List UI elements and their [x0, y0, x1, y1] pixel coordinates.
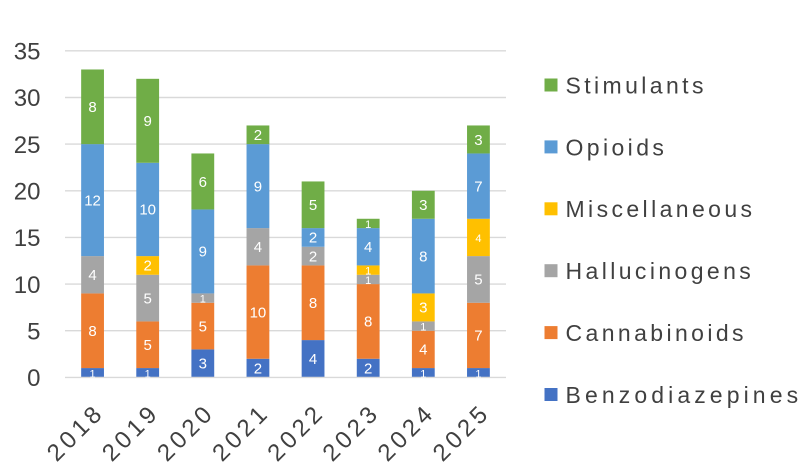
- svg-text:30: 30: [14, 85, 41, 112]
- svg-text:2: 2: [309, 248, 317, 265]
- svg-text:4: 4: [419, 342, 427, 359]
- svg-text:9: 9: [199, 244, 207, 261]
- svg-text:7: 7: [474, 328, 482, 345]
- svg-text:Stimulants: Stimulants: [566, 72, 707, 98]
- svg-text:10: 10: [139, 202, 156, 219]
- svg-text:5: 5: [199, 318, 207, 335]
- svg-text:1: 1: [89, 368, 95, 380]
- svg-text:35: 35: [14, 39, 41, 66]
- svg-text:5: 5: [144, 290, 152, 307]
- svg-text:3: 3: [419, 197, 427, 214]
- svg-text:5: 5: [144, 337, 152, 354]
- svg-text:1: 1: [365, 266, 371, 278]
- svg-text:1: 1: [200, 294, 206, 306]
- svg-text:10: 10: [14, 272, 41, 299]
- svg-text:8: 8: [88, 323, 96, 340]
- svg-text:1: 1: [420, 322, 426, 334]
- svg-text:3: 3: [199, 356, 207, 373]
- svg-text:8: 8: [88, 99, 96, 116]
- svg-text:15: 15: [14, 225, 41, 252]
- svg-text:Cannabinoids: Cannabinoids: [566, 320, 747, 346]
- svg-text:9: 9: [144, 113, 152, 130]
- svg-text:5: 5: [27, 318, 40, 345]
- svg-text:10: 10: [250, 304, 267, 321]
- svg-text:8: 8: [364, 314, 372, 331]
- svg-text:Hallucinogens: Hallucinogens: [566, 258, 755, 284]
- svg-text:2: 2: [254, 360, 262, 377]
- svg-text:8: 8: [419, 248, 427, 265]
- svg-text:12: 12: [84, 192, 101, 209]
- svg-text:0: 0: [27, 365, 40, 392]
- svg-text:4: 4: [475, 233, 481, 245]
- svg-text:7: 7: [474, 178, 482, 195]
- svg-text:Opioids: Opioids: [566, 134, 668, 160]
- svg-text:3: 3: [474, 132, 482, 149]
- svg-text:8: 8: [309, 295, 317, 312]
- svg-text:1: 1: [365, 219, 371, 231]
- svg-text:5: 5: [309, 197, 317, 214]
- svg-text:2: 2: [309, 230, 317, 247]
- svg-text:4: 4: [309, 351, 317, 368]
- svg-text:2: 2: [144, 258, 152, 275]
- svg-text:25: 25: [14, 132, 41, 159]
- svg-text:4: 4: [88, 267, 96, 284]
- svg-text:Benzodiazepines: Benzodiazepines: [566, 382, 800, 408]
- svg-text:Miscellaneous: Miscellaneous: [566, 196, 756, 222]
- svg-text:1: 1: [420, 368, 426, 380]
- svg-text:4: 4: [364, 239, 372, 256]
- svg-text:1: 1: [475, 368, 481, 380]
- svg-text:6: 6: [199, 174, 207, 191]
- svg-text:1: 1: [365, 275, 371, 287]
- svg-text:9: 9: [254, 178, 262, 195]
- svg-text:5: 5: [474, 272, 482, 289]
- svg-text:2: 2: [364, 360, 372, 377]
- svg-text:3: 3: [419, 300, 427, 317]
- svg-text:2: 2: [254, 127, 262, 144]
- svg-text:20: 20: [14, 179, 41, 206]
- svg-text:1: 1: [145, 368, 151, 380]
- svg-text:4: 4: [254, 239, 262, 256]
